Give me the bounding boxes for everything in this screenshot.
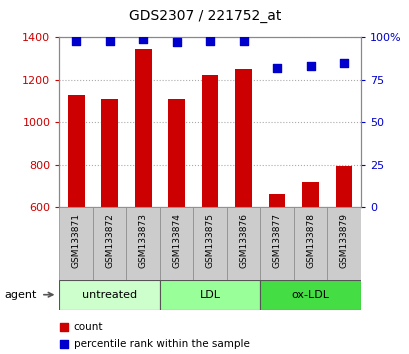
Text: agent: agent — [4, 290, 36, 300]
Point — [340, 60, 346, 65]
Text: GSM133874: GSM133874 — [172, 213, 181, 268]
Bar — [126, 207, 160, 280]
Point — [173, 39, 180, 45]
Bar — [293, 207, 326, 280]
Bar — [268, 194, 285, 207]
Bar — [93, 207, 126, 280]
Bar — [260, 280, 360, 310]
Text: GDS2307 / 221752_at: GDS2307 / 221752_at — [128, 9, 281, 23]
Bar — [160, 207, 193, 280]
Point — [73, 38, 79, 44]
Point — [240, 38, 246, 44]
Text: ox-LDL: ox-LDL — [291, 290, 329, 300]
Bar — [59, 280, 160, 310]
Text: GSM133872: GSM133872 — [105, 213, 114, 268]
Point — [207, 38, 213, 44]
Bar — [335, 166, 352, 207]
Text: GSM133873: GSM133873 — [138, 213, 147, 268]
Bar — [201, 75, 218, 207]
Text: count: count — [74, 322, 103, 332]
Point — [307, 63, 313, 69]
Bar — [67, 95, 84, 207]
Bar — [101, 99, 118, 207]
Text: GSM133876: GSM133876 — [238, 213, 247, 268]
Point — [273, 65, 280, 70]
Text: percentile rank within the sample: percentile rank within the sample — [74, 339, 249, 349]
Bar — [135, 49, 151, 207]
Text: GSM133875: GSM133875 — [205, 213, 214, 268]
Point — [61, 341, 67, 347]
Point — [61, 325, 67, 330]
Point — [106, 38, 113, 44]
Text: untreated: untreated — [82, 290, 137, 300]
Bar — [326, 207, 360, 280]
Text: GSM133877: GSM133877 — [272, 213, 281, 268]
Point — [139, 36, 146, 42]
Text: GSM133879: GSM133879 — [339, 213, 348, 268]
Bar — [226, 207, 260, 280]
Bar — [168, 99, 184, 207]
Bar — [193, 207, 226, 280]
Text: GSM133871: GSM133871 — [72, 213, 81, 268]
Text: GSM133878: GSM133878 — [306, 213, 314, 268]
Text: LDL: LDL — [199, 290, 220, 300]
Bar — [301, 182, 318, 207]
Bar — [260, 207, 293, 280]
Bar — [235, 69, 252, 207]
Bar — [160, 280, 260, 310]
Bar — [59, 207, 93, 280]
